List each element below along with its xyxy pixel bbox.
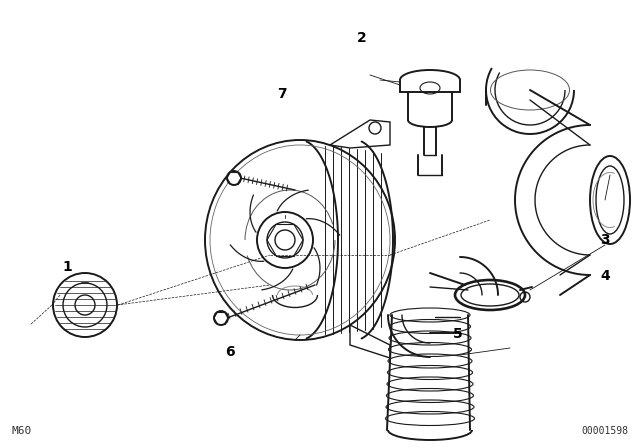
Text: 6: 6	[225, 345, 236, 359]
Text: 1: 1	[62, 259, 72, 274]
Circle shape	[227, 171, 241, 185]
Text: 5: 5	[452, 327, 463, 341]
Text: 4: 4	[600, 268, 610, 283]
Text: 00001598: 00001598	[581, 426, 628, 436]
Text: 3: 3	[600, 233, 610, 247]
Text: 2: 2	[356, 31, 367, 45]
Text: M60: M60	[12, 426, 32, 436]
Circle shape	[214, 311, 228, 325]
Text: 7: 7	[276, 87, 287, 101]
